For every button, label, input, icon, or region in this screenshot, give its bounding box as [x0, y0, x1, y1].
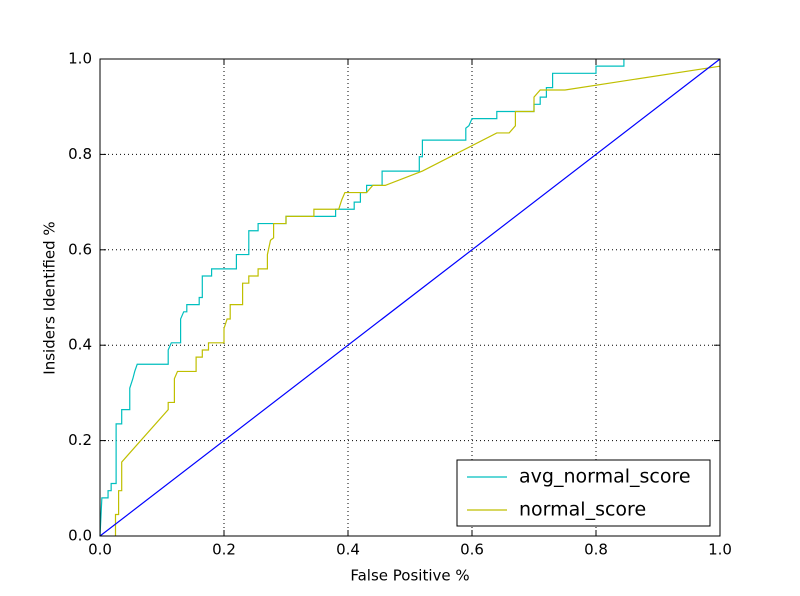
y-axis-label: Insiders Identified % — [41, 221, 59, 374]
x-tick-label: 0.4 — [336, 541, 360, 559]
x-tick-label: 0.6 — [460, 541, 484, 559]
series-line — [114, 65, 721, 536]
legend-label: normal_score — [519, 499, 646, 521]
y-tick-label: 0.0 — [68, 527, 92, 545]
y-tick-label: 0.4 — [68, 336, 92, 354]
x-tick-label: 0.8 — [584, 541, 608, 559]
y-tick-label: 0.6 — [68, 240, 92, 258]
y-tick-label: 1.0 — [68, 50, 92, 68]
y-tick-label: 0.8 — [68, 145, 92, 163]
x-tick-label: 0.2 — [212, 541, 236, 559]
legend-label: avg_normal_score — [519, 466, 691, 488]
plot-frame — [99, 58, 721, 537]
series-line — [99, 58, 721, 537]
x-tick-label: 1.0 — [708, 541, 732, 559]
y-tick-label: 0.2 — [68, 431, 92, 449]
legend-box — [456, 459, 711, 527]
x-axis-label: False Positive % — [350, 567, 469, 585]
x-tick-label: 0.0 — [88, 541, 112, 559]
